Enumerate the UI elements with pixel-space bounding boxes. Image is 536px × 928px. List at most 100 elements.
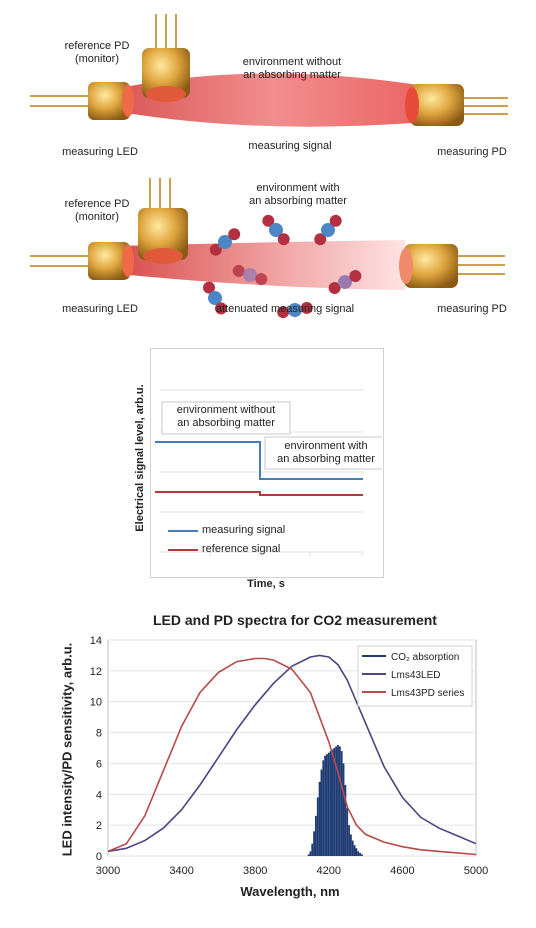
ref-pd-sub-text: (monitor): [74, 53, 119, 65]
timing-chart-plot: [155, 389, 382, 556]
y-tick-label: 4: [96, 789, 102, 801]
legend-co2-label: CO₂ absorption: [391, 652, 459, 663]
panel1-pd-label: measuring PD: [437, 146, 507, 158]
x-tick-label: 4600: [390, 865, 414, 877]
reference-pd: [155, 14, 177, 48]
ref-pd-text: reference PD: [64, 40, 130, 52]
spectra-title: LED and PD spectra for CO2 measurement: [153, 612, 437, 628]
co2-absorption-bar: [346, 808, 349, 856]
co2-absorption-bar: [357, 851, 360, 856]
co2-absorption-bar: [361, 854, 363, 856]
co2-absorption-bar: [315, 815, 317, 856]
co2-absorption-bar: [324, 755, 327, 856]
timing-xlabel: Time, s: [247, 578, 285, 590]
measuring-pd-2: [399, 244, 505, 288]
y-tick-label: 6: [96, 758, 102, 770]
measuring-pd: [405, 84, 508, 126]
measuring-led: [30, 95, 95, 107]
co2-absorption-bars: [307, 744, 363, 856]
y-tick-label: 2: [96, 820, 102, 832]
attenuated-beam: [120, 240, 405, 290]
x-tick-label: 3400: [169, 865, 193, 877]
co2-molecules: [203, 214, 362, 319]
series-line-2: [107, 657, 477, 856]
co2-absorption-bar: [349, 834, 352, 856]
ref-pd-sub-text: (monitor): [74, 211, 119, 223]
co2-absorption-bar: [333, 748, 336, 856]
co2-absorption-bar: [316, 797, 319, 856]
y-tick-label: 8: [96, 728, 102, 740]
box2-line1: environment with: [284, 440, 368, 452]
co2-absorption-bar: [353, 845, 356, 856]
co2-absorption-bar: [348, 825, 350, 856]
co2-absorption-bar: [340, 751, 343, 856]
env-line2: an absorbing matter: [243, 69, 341, 81]
panel2-ref-pd-label: reference PD (monitor): [55, 198, 139, 224]
panel1-illustration: [30, 14, 508, 127]
series-line-1: [107, 654, 477, 853]
env-line2: an absorbing matter: [249, 195, 347, 207]
co2-absorption-bar: [320, 769, 323, 856]
co2-absorption-bar: [307, 854, 310, 856]
co2-absorption-bar: [311, 843, 314, 856]
co2-absorption-bar: [335, 746, 338, 856]
co2-absorption-bar: [355, 848, 358, 856]
box2-line2: an absorbing matter: [277, 453, 375, 465]
legend-measuring-label: measuring signal: [202, 524, 286, 536]
spectra-lines: [107, 654, 477, 856]
y-tick-label: 0: [96, 851, 102, 863]
spectra-legend: CO₂ absorption Lms43LED Lms43PD series: [357, 645, 473, 707]
measuring-signal-trace: [155, 441, 363, 480]
y-tick-label: 12: [90, 666, 102, 678]
co2-absorption-bar: [344, 785, 347, 856]
measuring-beam: [120, 73, 425, 127]
timing-box1: [161, 401, 291, 435]
x-tick-label: 4200: [317, 865, 341, 877]
spectra-ticks: 0 2 4 6 8 10 12 14 3000 3400 3800 4200 4600 5000: [90, 635, 488, 877]
co2-absorption-bar: [337, 744, 339, 856]
legend-pd-label: Lms43PD series: [391, 688, 464, 699]
y-tick-label: 14: [90, 635, 102, 647]
co2-absorption-bar: [342, 763, 345, 856]
co2-absorption-bar: [309, 851, 312, 856]
panel1-led-label: measuring LED: [62, 146, 138, 158]
panel1-signal-label: measuring signal: [248, 140, 332, 152]
timing-ylabel: Electrical signal level, arb.u.: [134, 384, 146, 532]
co2-absorption-bar: [322, 760, 325, 856]
panel2-env-label: environment with an absorbing matter: [228, 182, 368, 208]
panel1-env-label: environment without an absorbing matter: [222, 56, 362, 82]
reference-pd-2: [138, 208, 188, 260]
env-line1: environment without: [242, 56, 342, 68]
co2-absorption-bar: [338, 746, 341, 856]
panel2-led-label: measuring LED: [62, 303, 138, 315]
panel1-ref-pd-label: reference PD (monitor): [55, 40, 139, 66]
env-line1: environment with: [256, 182, 340, 194]
co2-absorption-bar: [329, 751, 332, 856]
y-tick-label: 10: [90, 697, 102, 709]
legend-reference-label: reference signal: [202, 543, 281, 555]
reference-signal-trace: [155, 491, 363, 496]
box1-line1: environment without: [176, 404, 276, 416]
x-tick-label: 5000: [464, 865, 488, 877]
co2-absorption-bar: [327, 752, 330, 856]
timing-box1-label: environment without an absorbing matter: [162, 404, 290, 430]
spectra-ylabel: LED intensity/PD sensitivity, arb.u.: [59, 642, 75, 857]
ref-pd-text: reference PD: [64, 198, 130, 210]
co2-absorption-bar: [326, 754, 328, 856]
x-tick-label: 3800: [243, 865, 267, 877]
timing-box2: [264, 436, 382, 470]
co2-absorption-bar: [313, 831, 315, 856]
legend-led-label: Lms43LED: [391, 670, 440, 681]
measuring-led-2: [88, 242, 130, 280]
co2-absorption-bar: [318, 781, 321, 856]
co2-absorption-bar: [351, 840, 354, 856]
co2-absorption-bar: [331, 749, 334, 856]
timing-box2-label: environment with an absorbing matter: [266, 440, 386, 466]
panel2-pd-label: measuring PD: [437, 303, 507, 315]
panel2-signal-label: attenuated measuring signal: [215, 303, 355, 315]
x-tick-label: 3000: [96, 865, 120, 877]
spectra-chart: 0 2 4 6 8 10 12 14 3000 3400 3800 4200 4600 5000 CO₂ …: [90, 635, 488, 877]
panel2-illustration: [30, 178, 505, 319]
box1-line2: an absorbing matter: [177, 417, 275, 429]
spectra-xlabel: Wavelength, nm: [240, 884, 340, 899]
